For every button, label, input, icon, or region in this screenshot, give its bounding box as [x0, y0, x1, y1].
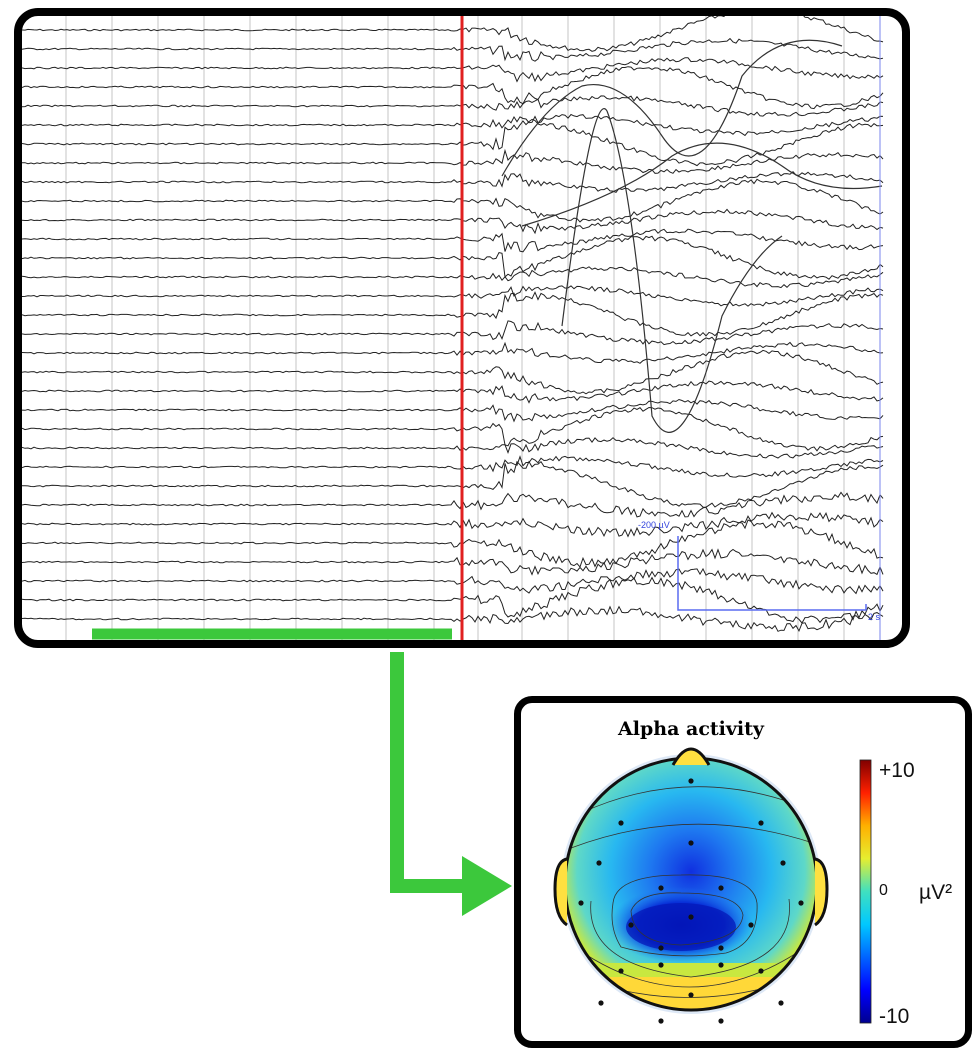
electrode-dot	[688, 840, 694, 846]
alpha-topomap: Alpha activity +10 0 µV² -10	[553, 718, 952, 1028]
eeg-channel-trace	[22, 519, 884, 568]
connector-line	[390, 652, 470, 893]
eeg-channel-trace	[22, 266, 884, 289]
eeg-channel-trace	[22, 228, 884, 253]
topomap-panel: Alpha activity +10 0 µV² -10	[514, 696, 972, 1048]
eeg-traces: -200 µV 2 s	[22, 16, 884, 640]
electrode-dot	[688, 778, 694, 784]
electrode-dot	[778, 1000, 784, 1006]
electrode-dot	[748, 922, 754, 928]
eeg-channel-trace	[22, 548, 884, 576]
eeg-channel-trace	[22, 16, 884, 52]
electrode-dot	[688, 914, 694, 920]
electrode-dot	[758, 820, 764, 826]
electrode-dot	[658, 1018, 664, 1024]
eeg-channel-trace	[22, 576, 884, 624]
colorbar-unit-label: µV²	[919, 881, 952, 904]
eeg-channel-trace	[22, 118, 884, 167]
electrode-markers	[578, 778, 804, 1024]
electrode-dot	[718, 945, 724, 951]
eeg-channel-trace	[22, 437, 884, 459]
eeg-channel-trace	[22, 380, 884, 404]
eeg-channel-traces	[22, 16, 884, 633]
electrode-dot	[658, 945, 664, 951]
eeg-channel-trace	[22, 171, 884, 194]
electrode-dot	[718, 962, 724, 968]
eeg-channel-trace	[22, 460, 884, 508]
electrode-dot	[618, 968, 624, 974]
eeg-channel-trace	[22, 291, 884, 337]
eeg-channel-trace	[22, 406, 884, 452]
colorbar-max-label: +10	[879, 759, 915, 782]
eeg-channel-trace	[22, 208, 884, 235]
artifact-wave	[501, 39, 843, 177]
scale-bar-amplitude-label: -200 µV	[638, 520, 670, 530]
electrode-dot	[688, 992, 694, 998]
scale-bar-time-label: 2 s	[868, 612, 881, 622]
electrode-dot	[718, 885, 724, 891]
colorbar	[859, 759, 872, 1024]
eeg-channel-trace	[22, 37, 884, 62]
connector-arrowhead	[462, 856, 512, 916]
electrode-dot	[780, 860, 786, 866]
electrode-dot	[658, 962, 664, 968]
eeg-channel-trace	[22, 57, 884, 83]
colorbar-min-label: -10	[879, 1005, 909, 1028]
nose-icon	[671, 747, 711, 766]
eeg-channel-trace	[22, 349, 884, 395]
right-ear-icon	[814, 857, 829, 927]
eeg-channel-trace	[22, 235, 884, 280]
eeg-channel-trace	[22, 491, 884, 518]
artifact-wave	[561, 108, 783, 433]
eeg-channel-trace	[22, 341, 884, 364]
colorbar-zero-label: 0	[879, 882, 888, 899]
electrode-dot	[618, 820, 624, 826]
eeg-channel-trace	[22, 455, 884, 478]
topomap-title: Alpha activity	[617, 718, 765, 740]
eeg-channel-trace	[22, 320, 884, 346]
electrode-dot	[758, 968, 764, 974]
left-ear-icon	[553, 857, 568, 927]
artifact-wave	[521, 142, 883, 227]
eeg-channel-trace	[22, 178, 884, 223]
electrode-dot	[718, 1018, 724, 1024]
eeg-channel-trace	[22, 605, 884, 633]
electrode-dot	[598, 1000, 604, 1006]
electrode-dot	[658, 885, 664, 891]
electrode-dot	[628, 922, 634, 928]
electrode-dot	[596, 860, 602, 866]
eeg-channel-trace	[22, 66, 884, 110]
electrode-dot	[798, 900, 804, 906]
eeg-channel-trace	[22, 511, 884, 538]
eeg-channel-trace	[22, 567, 884, 595]
electrode-dot	[578, 900, 584, 906]
eeg-channel-trace	[22, 398, 884, 423]
eeg-channel-trace	[22, 285, 884, 307]
amplitude-scale-bar: -200 µV 2 s	[638, 520, 881, 622]
eeg-channel-trace	[22, 113, 884, 137]
eeg-channel-trace	[22, 95, 884, 117]
eeg-channel-trace	[22, 148, 884, 174]
eeg-recording-panel: -200 µV 2 s	[14, 8, 910, 648]
